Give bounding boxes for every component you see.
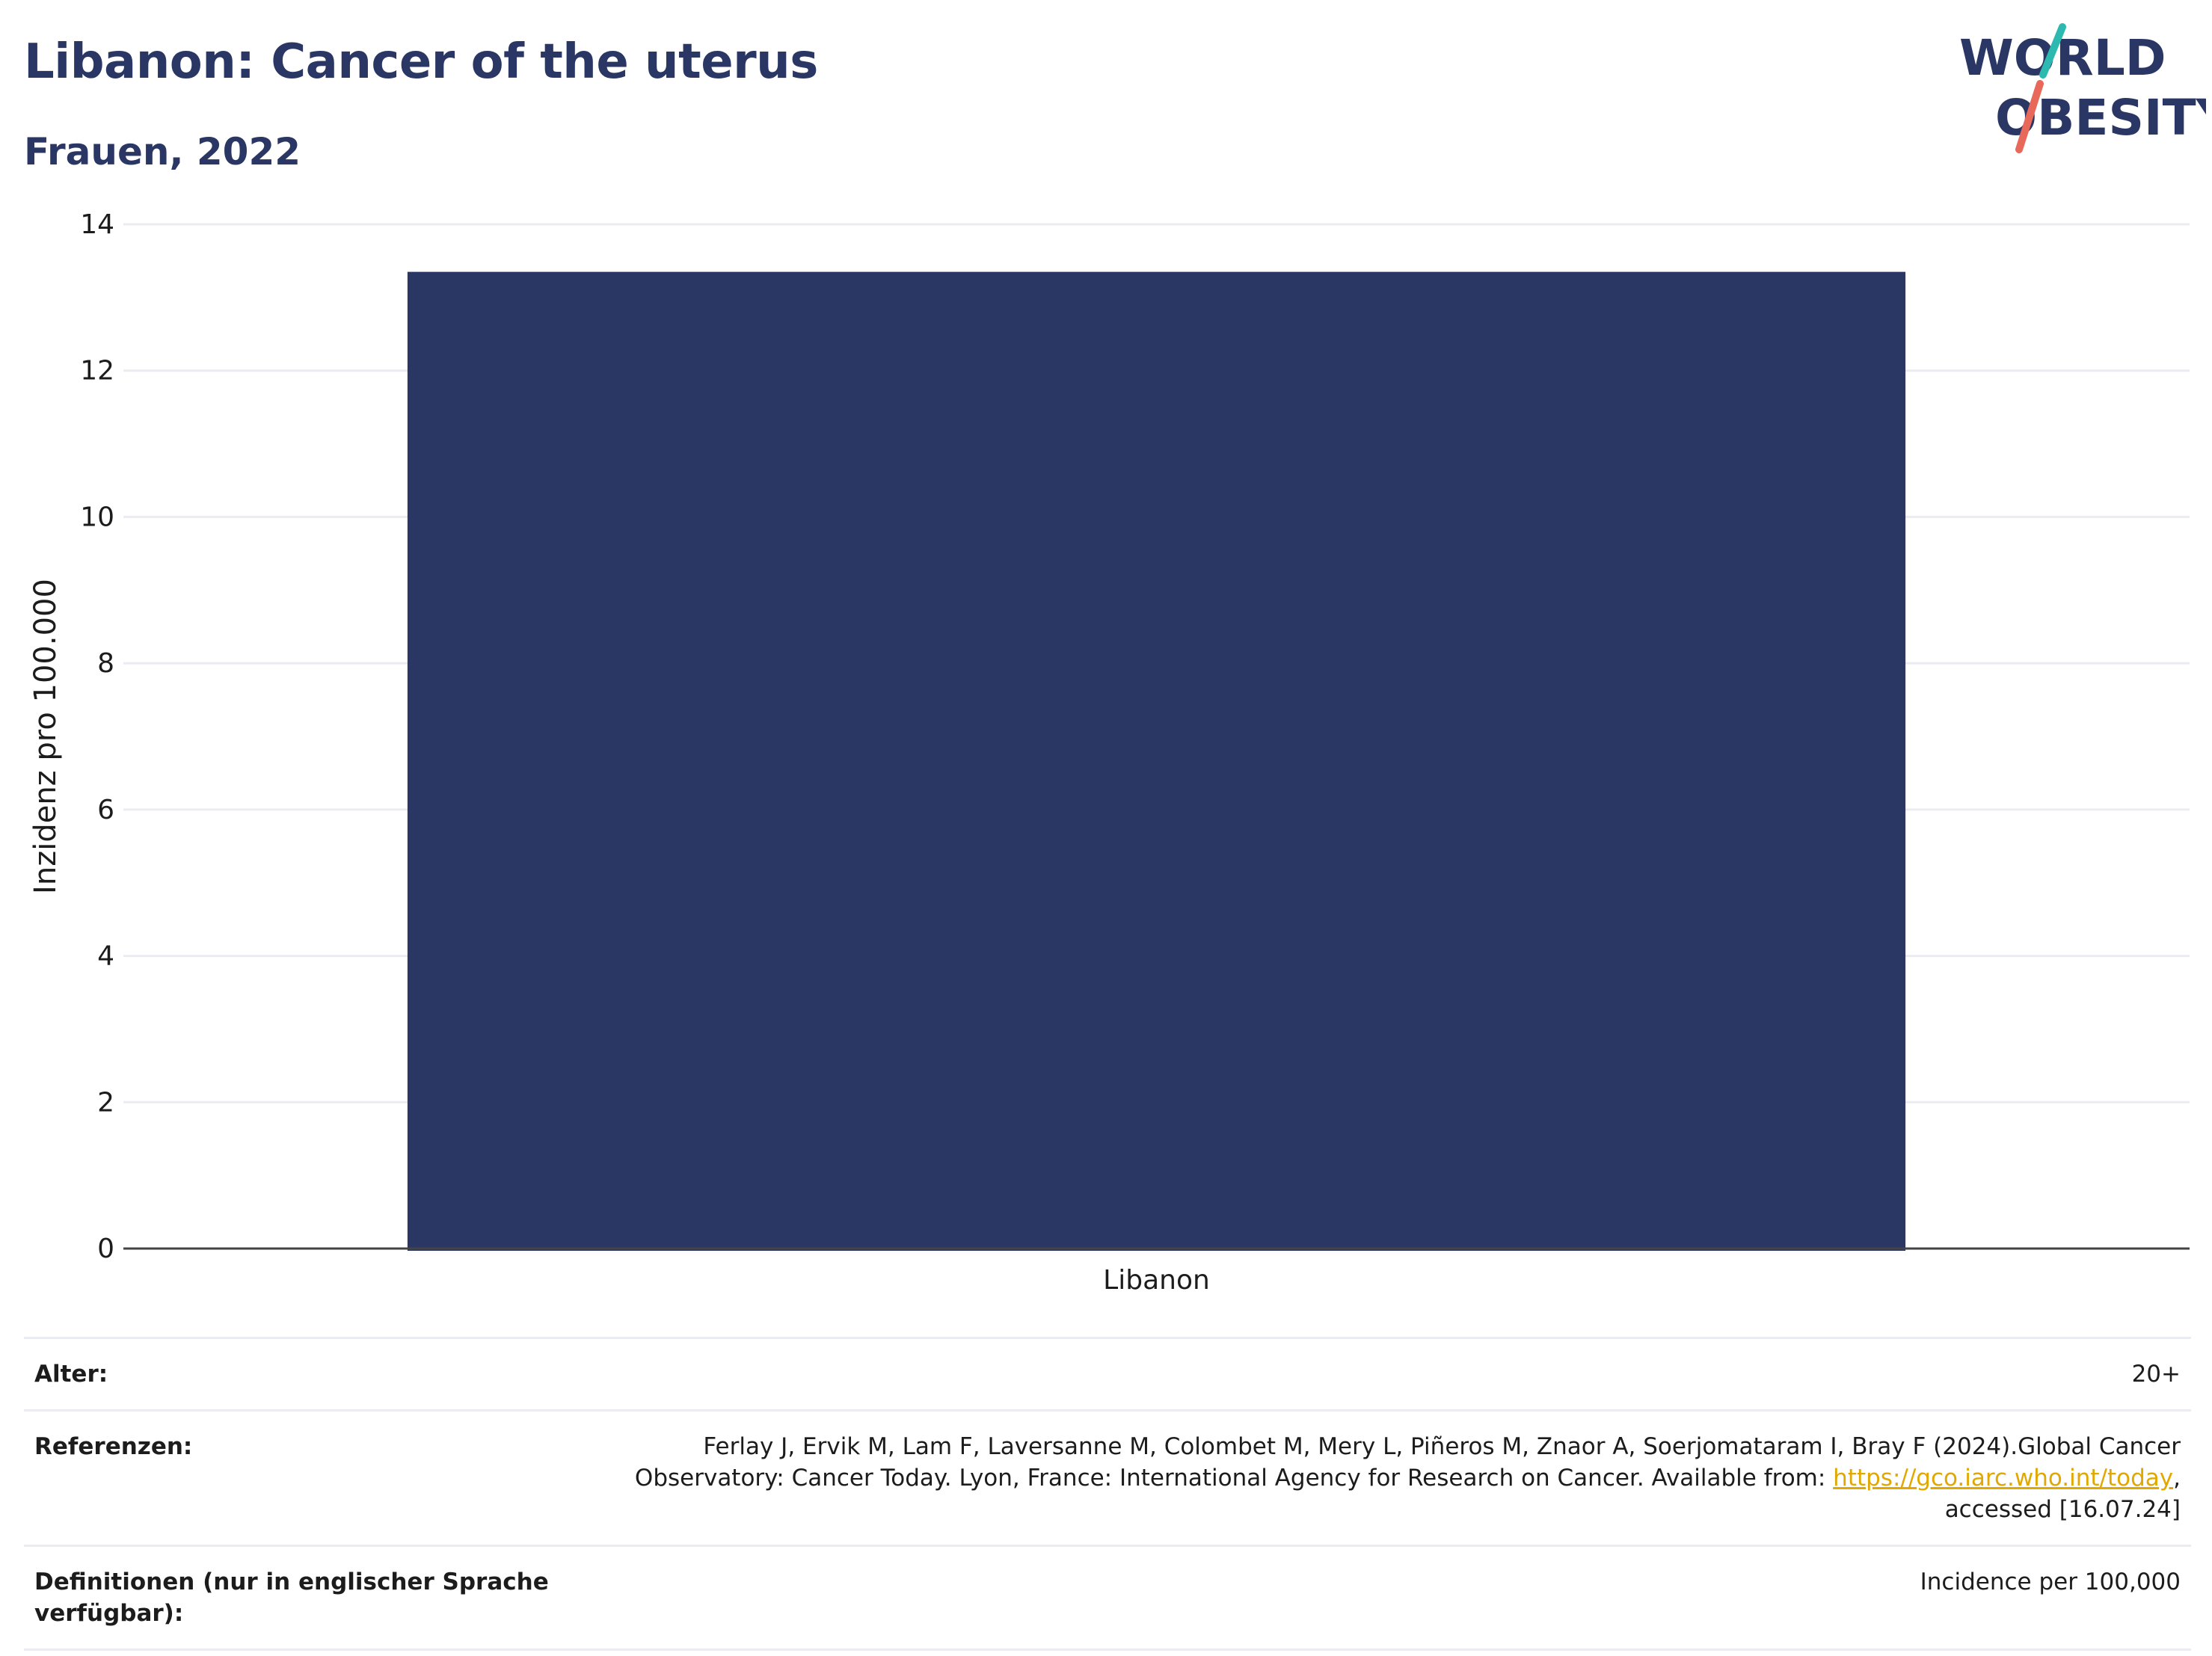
y-tick-label-10: 10	[80, 502, 114, 532]
axes: 0 2 4 6 8 10 12 14 Libanon	[80, 209, 2190, 1296]
y-tick-label-12: 12	[80, 356, 114, 387]
info-row-references: Referenzen: Ferlay J, Ervik M, Lam F, La…	[24, 1409, 2191, 1545]
y-tick-label-6: 6	[97, 795, 114, 825]
bar-chart: 0 2 4 6 8 10 12 14 Libanon Inzidenz pro 100.000	[28, 209, 2190, 1296]
info-row-age: Alter: 20+	[24, 1337, 2191, 1409]
y-tick-label-14: 14	[80, 209, 114, 240]
world-obesity-logo: WORLD OBESITY	[1959, 23, 2206, 153]
age-value: 20+	[2131, 1361, 2181, 1388]
bar-libanon[interactable]	[407, 271, 1906, 1251]
references-suffix: , accessed [16.07.24]	[1944, 1465, 2181, 1523]
references-link[interactable]: https://gco.iarc.who.int/today	[1833, 1465, 2174, 1492]
logo-word-world: WORLD	[1959, 29, 2166, 87]
y-tick-label-8: 8	[97, 648, 114, 679]
references-text: Ferlay J, Ervik M, Lam F, Laversanne M, …	[634, 1433, 2181, 1492]
logo-slash-coral	[2015, 80, 2044, 153]
age-label: Alter:	[34, 1361, 108, 1388]
definitions-label: Definitionen (nur in englischer Sprache …	[34, 1569, 549, 1627]
y-tick-label-2: 2	[97, 1087, 114, 1118]
y-tick-label-0: 0	[97, 1234, 114, 1264]
y-tick-label-4: 4	[97, 941, 114, 972]
info-row-definitions: Definitionen (nur in englischer Sprache …	[24, 1545, 2191, 1651]
references-label: Referenzen:	[34, 1433, 193, 1460]
chart-subtitle: Frauen, 2022	[24, 130, 301, 173]
info-table: Alter: 20+ Referenzen: Ferlay J, Ervik M…	[24, 1337, 2191, 1651]
definitions-value: Incidence per 100,000	[1920, 1569, 2181, 1595]
references-value: Ferlay J, Ervik M, Lam F, Laversanne M, …	[610, 1431, 2181, 1525]
y-axis-title: Inzidenz pro 100.000	[28, 579, 63, 894]
bars	[407, 271, 1906, 1251]
logo-slash-teal	[2039, 23, 2066, 79]
x-tick-label-libanon: Libanon	[1103, 1265, 1210, 1296]
chart-title: Libanon: Cancer of the uterus	[24, 34, 818, 90]
